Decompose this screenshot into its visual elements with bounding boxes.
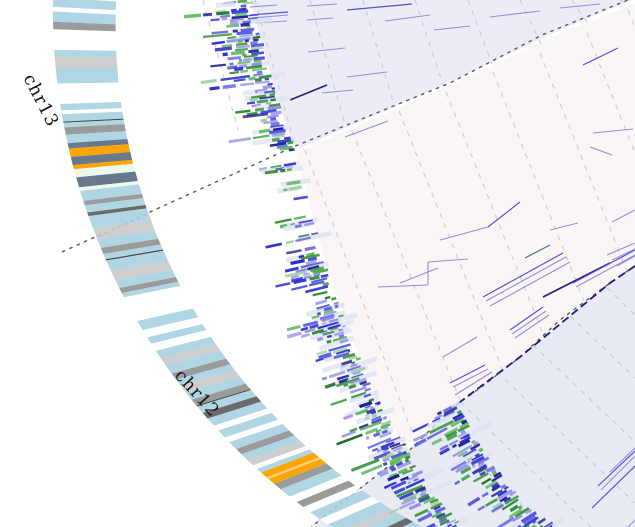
boundary-overlays: [98, 209, 368, 522]
ideogram-ring: [52, 0, 423, 527]
chromosome-boundaries: [61, 0, 635, 527]
sector-chr11: [311, 267, 635, 527]
sector-chr13: [250, 0, 632, 148]
boundary-chr13-chr12: [61, 0, 629, 253]
ideogram-chr13: [52, 0, 181, 298]
background-sectors: [250, 0, 635, 527]
sector-chr12: [296, 4, 635, 447]
glyph-track-genes-chr12: [259, 160, 471, 527]
gene-glyph-tracks: [183, 0, 566, 527]
glyph-track-genes-chr11: [412, 400, 566, 527]
glyph-track-genes-chr13: [183, 0, 295, 152]
radial-gridlines: [202, 0, 635, 527]
chromosome-label-chr13: chr13: [19, 71, 63, 131]
ideogram-chr12: [137, 308, 423, 527]
alignment-segments: [231, 3, 635, 527]
main-diagonal-alignment: [451, 265, 635, 409]
